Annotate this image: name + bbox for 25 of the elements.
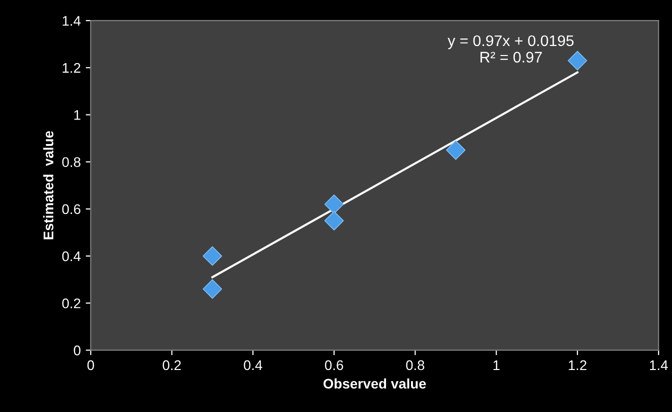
y-tick-label: 0.4: [62, 251, 81, 262]
x-tick-label: 1.4: [650, 360, 668, 370]
x-tick-label: 0.2: [162, 360, 181, 370]
point: [446, 140, 466, 160]
y-tick-label: 1.2: [62, 63, 80, 73]
x-tick-label: 0.4: [244, 360, 262, 370]
point: [568, 50, 588, 70]
x-tick-label: 1.2: [568, 360, 586, 370]
point: [324, 194, 344, 214]
y-tick-label: 0.2: [62, 298, 80, 308]
x-tick-label: 0.6: [324, 360, 344, 370]
y-tick-label: 0.6: [62, 204, 80, 214]
y-axis-title: Estimated value: [43, 131, 54, 240]
y-tick-label: 0.8: [62, 157, 80, 168]
x-tick-label: 0.8: [406, 360, 424, 370]
x-axis-title: Observed value: [323, 378, 426, 389]
y-tick-label: 1.4: [62, 16, 81, 26]
point: [202, 279, 222, 299]
y-tick-label: 1: [74, 110, 80, 120]
x-tick-label: 1: [494, 360, 500, 370]
point: [324, 210, 344, 230]
y-tick-label: 0: [74, 346, 80, 356]
x-tick-label: 0: [87, 360, 94, 370]
annotation: y = 0.97x + 0.0195 R² = 0.97: [448, 35, 574, 63]
point: [202, 246, 222, 266]
